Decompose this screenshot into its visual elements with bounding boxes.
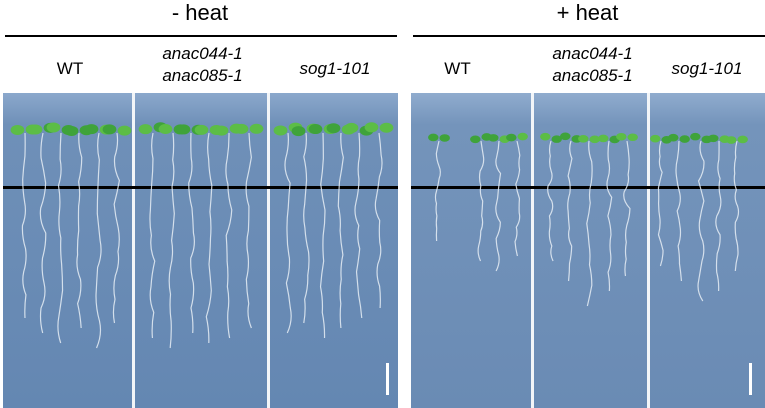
seedling-leaf	[560, 132, 571, 141]
seedling-root	[205, 132, 213, 344]
seedling-root	[168, 132, 175, 349]
seedling-root	[715, 140, 722, 292]
seedling-leaf	[627, 133, 638, 142]
genotype-label-anac-plus-heat: anac044-1 anac085-1	[552, 44, 633, 85]
seedling-leaf	[10, 124, 25, 135]
seedling-root	[112, 132, 121, 324]
seedling-leaf	[364, 122, 379, 133]
condition-underline-plus-heat	[413, 35, 765, 37]
seedling-root	[675, 140, 683, 282]
seedling-leaf	[273, 125, 288, 136]
root-length-line	[3, 186, 398, 189]
seedling-root	[188, 132, 195, 334]
seedling-root	[76, 132, 83, 329]
seedling-root	[547, 140, 554, 262]
plate-background	[411, 93, 765, 408]
seedling-leaf	[439, 134, 450, 142]
seedling-leaf	[470, 135, 481, 144]
seedling-leaf	[517, 132, 528, 141]
plate-divider	[647, 93, 650, 408]
condition-title-minus-heat: - heat	[171, 0, 229, 25]
seedling-root	[733, 140, 740, 272]
scale-bar	[386, 363, 389, 395]
condition-underline-minus-heat	[5, 35, 397, 37]
seedling-leaf	[737, 135, 748, 144]
seedling-root	[623, 140, 631, 277]
plate-divider	[132, 93, 135, 408]
root-length-line	[411, 186, 765, 189]
seedling-leaf	[138, 124, 153, 135]
genotype-label-sog1-minus-heat: sog1-101	[299, 59, 371, 78]
seedling-root	[95, 132, 102, 349]
seedling-leaf	[344, 122, 359, 133]
seedling-root	[39, 132, 47, 334]
seedling-root	[697, 140, 705, 302]
seedling-leaf	[46, 122, 61, 133]
seedling-leaf	[668, 133, 679, 142]
seedlings-group	[10, 122, 394, 349]
scale-bar	[749, 363, 752, 395]
plate-background	[3, 93, 398, 408]
seedling-leaf	[428, 133, 439, 142]
seedling-root	[657, 140, 664, 267]
seedling-root	[149, 132, 156, 339]
seedling-leaf	[650, 134, 661, 143]
plate-photo-plus-heat	[411, 93, 765, 408]
seedling-root	[434, 140, 441, 242]
seedling-leaf	[540, 132, 551, 141]
seedling-leaf	[551, 135, 562, 143]
seedling-leaf	[578, 135, 589, 143]
seedling-root	[225, 132, 233, 339]
seedling-leaf	[379, 122, 394, 133]
seedling-root	[245, 132, 252, 329]
seedling-leaf	[506, 133, 517, 142]
seedling-root	[374, 132, 383, 309]
seedling-leaf	[291, 126, 306, 137]
seedling-leaf	[488, 134, 499, 142]
seedling-leaf	[326, 123, 341, 134]
seedlings-group	[428, 132, 748, 307]
seedling-leaf	[102, 124, 117, 135]
seedling-leaf	[598, 134, 609, 143]
seedling-leaf	[158, 124, 173, 135]
seedling-root	[495, 140, 502, 272]
seedling-root	[57, 132, 64, 344]
genotype-label-anac-minus-heat: anac044-1 anac085-1	[162, 44, 243, 85]
seedling-root	[606, 140, 613, 292]
seedling-leaf	[214, 125, 229, 136]
seedling-leaf	[28, 124, 43, 135]
condition-title-plus-heat: + heat	[556, 0, 619, 25]
seedling-root	[567, 140, 573, 282]
seedling-leaf	[616, 132, 627, 141]
seedling-leaf	[589, 135, 600, 144]
plate-photo-minus-heat	[3, 93, 398, 408]
seedling-leaf	[690, 132, 701, 141]
seedling-leaf	[679, 135, 690, 143]
seedling-leaf	[249, 123, 264, 134]
seedling-leaf	[726, 136, 737, 144]
seedling-leaf	[234, 123, 249, 134]
seedling-leaf	[194, 124, 209, 135]
seedling-root	[514, 140, 521, 257]
seedling-leaf	[64, 125, 79, 136]
seedling-leaf	[84, 124, 99, 135]
seedling-leaf	[176, 124, 191, 135]
genotype-label-wt-minus-heat: WT	[56, 59, 84, 78]
plate-divider	[267, 93, 270, 408]
genotype-label-wt-plus-heat: WT	[444, 59, 471, 78]
seedling-root	[354, 132, 363, 319]
seedling-root	[586, 140, 593, 307]
seedling-root	[303, 132, 310, 324]
seedling-root	[337, 132, 344, 329]
seedling-leaf	[708, 134, 719, 143]
seedling-leaf	[308, 124, 323, 135]
plate-divider	[531, 93, 534, 408]
seedling-root	[284, 132, 292, 334]
seedling-leaf	[117, 125, 132, 136]
seedling-root	[21, 132, 27, 319]
genotype-label-sog1-plus-heat: sog1-101	[671, 59, 743, 78]
seedling-root	[319, 132, 326, 339]
seedling-root	[477, 140, 485, 262]
